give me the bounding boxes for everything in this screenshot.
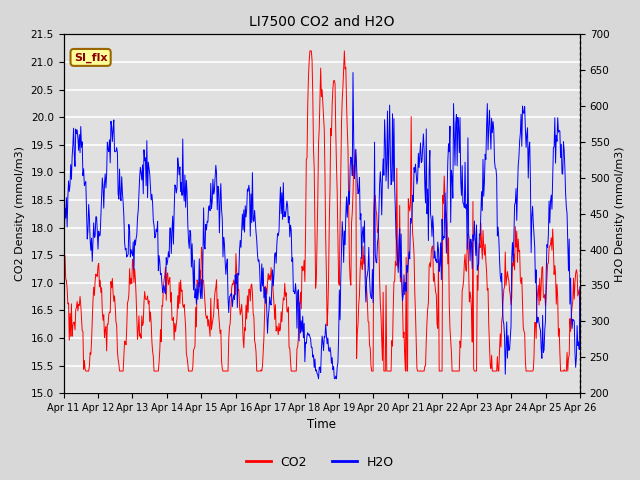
Title: LI7500 CO2 and H2O: LI7500 CO2 and H2O bbox=[249, 15, 394, 29]
Y-axis label: H2O Density (mmol/m3): H2O Density (mmol/m3) bbox=[615, 146, 625, 282]
X-axis label: Time: Time bbox=[307, 419, 336, 432]
Text: SI_flx: SI_flx bbox=[74, 52, 108, 62]
Legend: CO2, H2O: CO2, H2O bbox=[241, 451, 399, 474]
Y-axis label: CO2 Density (mmol/m3): CO2 Density (mmol/m3) bbox=[15, 146, 25, 281]
